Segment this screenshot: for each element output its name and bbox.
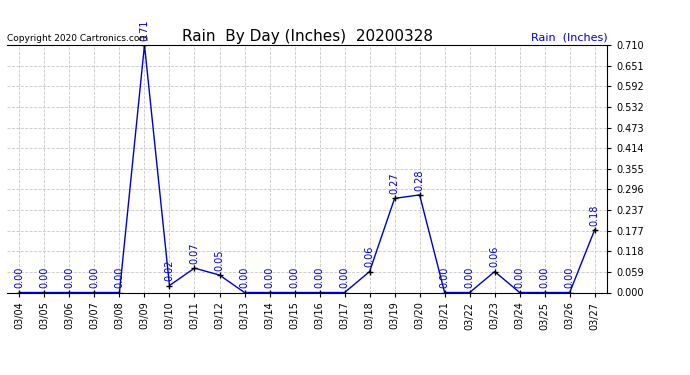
- Text: 0.00: 0.00: [464, 267, 475, 288]
- Text: 0.06: 0.06: [364, 246, 375, 267]
- Text: 0.00: 0.00: [264, 267, 275, 288]
- Text: Copyright 2020 Cartronics.com: Copyright 2020 Cartronics.com: [7, 33, 148, 42]
- Text: 0.02: 0.02: [164, 260, 175, 281]
- Text: 0.06: 0.06: [490, 246, 500, 267]
- Text: 0.71: 0.71: [139, 20, 150, 41]
- Text: 0.00: 0.00: [339, 267, 350, 288]
- Text: 0.00: 0.00: [315, 267, 324, 288]
- Text: 0.00: 0.00: [440, 267, 450, 288]
- Text: 0.00: 0.00: [39, 267, 50, 288]
- Title: Rain  By Day (Inches)  20200328: Rain By Day (Inches) 20200328: [181, 29, 433, 44]
- Text: 0.07: 0.07: [190, 242, 199, 264]
- Text: 0.00: 0.00: [239, 267, 250, 288]
- Text: 0.00: 0.00: [540, 267, 550, 288]
- Text: 0.00: 0.00: [90, 267, 99, 288]
- Text: 0.28: 0.28: [415, 169, 424, 191]
- Text: 0.00: 0.00: [64, 267, 75, 288]
- Text: 0.00: 0.00: [290, 267, 299, 288]
- Text: 0.00: 0.00: [115, 267, 124, 288]
- Text: Rain  (Inches): Rain (Inches): [531, 33, 607, 42]
- Text: 0.00: 0.00: [14, 267, 24, 288]
- Text: 0.00: 0.00: [515, 267, 524, 288]
- Text: 0.18: 0.18: [590, 204, 600, 226]
- Text: 0.05: 0.05: [215, 249, 224, 271]
- Text: 0.27: 0.27: [390, 172, 400, 194]
- Text: 0.00: 0.00: [564, 267, 575, 288]
